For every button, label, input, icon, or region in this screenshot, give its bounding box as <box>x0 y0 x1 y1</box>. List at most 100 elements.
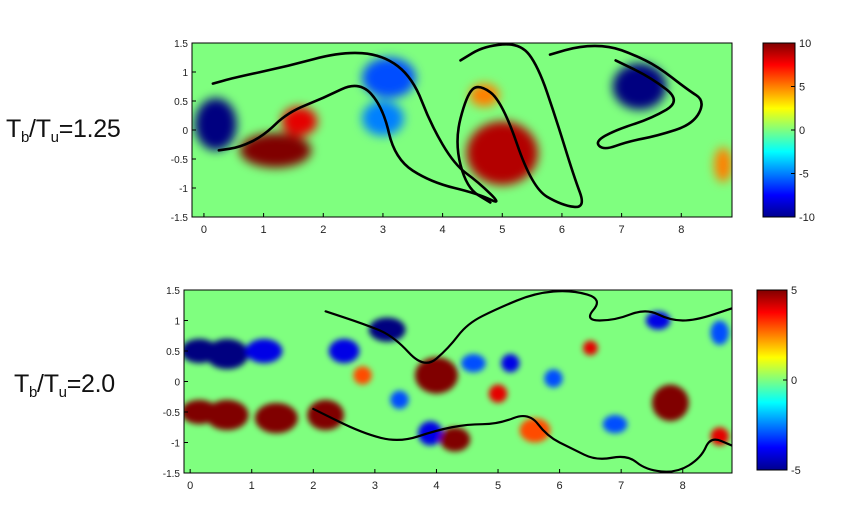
heatmap-blob <box>368 317 406 342</box>
label-2-lhs-sub: b <box>28 384 38 401</box>
x-tick-label: 8 <box>680 480 686 492</box>
label-1-slash: / <box>29 115 36 143</box>
heatmap-blob <box>651 384 689 422</box>
heatmap-blob <box>414 357 458 394</box>
colorbar-tick-label: 5 <box>799 82 805 94</box>
heatmap-blob <box>466 121 539 186</box>
y-tick-label: -1 <box>179 184 188 195</box>
label-2-lhs: T <box>14 370 29 398</box>
y-tick-label: 0 <box>174 378 180 389</box>
colorbar-tick-label: -10 <box>799 212 815 224</box>
y-tick-label: -1.5 <box>163 469 181 480</box>
panel-1: 0 1 2 3 4 5 6 7 8 1.5 1 0.5 0 -0.5 -1 -1.5 10 5 0 -5 -10 <box>171 38 815 236</box>
contour-line <box>456 43 584 209</box>
heatmap-blobs-1 <box>194 57 732 186</box>
x-tick-label: 0 <box>201 224 207 236</box>
heatmap-blob <box>353 366 372 385</box>
colorbar-tick-label: -5 <box>791 465 801 477</box>
x-tick-label: 5 <box>499 224 505 236</box>
heatmap-blob <box>194 98 237 151</box>
colorbar-ticks-1: 10 5 0 -5 -10 <box>791 38 815 224</box>
x-tick-label: 7 <box>618 480 624 492</box>
label-2-eq: =2.0 <box>66 370 115 398</box>
heatmap-blob <box>239 132 312 168</box>
x-tick-label: 8 <box>678 224 684 236</box>
y-tick-label: 1.5 <box>174 39 188 50</box>
y-tick-label: 1 <box>182 68 188 79</box>
x-tick-label: 4 <box>433 480 439 492</box>
contour-lines-1 <box>211 43 703 209</box>
heatmap-blobs-2 <box>184 311 729 452</box>
y-axis-ticks-2: 1.5 1 0.5 0 -0.5 -1 -1.5 <box>163 286 188 480</box>
heatmap-blob <box>519 418 551 443</box>
label-2-slash: / <box>37 370 44 398</box>
contour-line <box>312 407 732 473</box>
x-tick-label: 3 <box>380 224 386 236</box>
heatmap-blob <box>245 338 283 364</box>
x-tick-label: 0 <box>187 480 193 492</box>
x-axis-ticks-1: 0 1 2 3 4 5 6 7 8 <box>201 213 684 236</box>
label-1-rhs: T <box>35 115 51 143</box>
y-tick-label: -0.5 <box>171 155 189 166</box>
heatmap-blob <box>362 101 404 136</box>
heatmap-blob <box>612 63 667 110</box>
heatmap-blob <box>602 415 628 434</box>
panel-2: 0 1 2 3 4 5 6 7 8 1.5 1 0.5 0 -0.5 -1 -1.5 5 0 -5 <box>163 285 801 492</box>
y-tick-label: -1.5 <box>171 213 189 224</box>
heatmap-blob <box>469 83 500 107</box>
label-1-rhs-sub: u <box>50 129 59 146</box>
x-tick-label: 6 <box>559 224 565 236</box>
heatmap-blob <box>254 402 298 434</box>
colorbar-ticks-2: 5 0 -5 <box>783 285 801 477</box>
heatmap-blob <box>281 106 318 136</box>
x-tick-label: 7 <box>619 224 625 236</box>
colorbar-1 <box>762 42 796 218</box>
x-tick-label: 2 <box>320 224 326 236</box>
label-1-lhs-sub: b <box>20 129 30 146</box>
heatmap-blob <box>710 427 729 446</box>
x-tick-label: 1 <box>261 224 267 236</box>
panel-label-2: Tb/Tu=2.0 <box>14 370 115 401</box>
label-1-lhs: T <box>6 115 21 143</box>
y-tick-label: 1 <box>174 317 180 328</box>
heatmap-blob <box>501 354 520 373</box>
label-2-rhs: T <box>43 370 59 398</box>
colorbar-tick-label: 0 <box>799 125 805 137</box>
colorbar-tick-label: 0 <box>791 375 797 387</box>
x-tick-label: 5 <box>495 480 501 492</box>
y-tick-label: 0 <box>182 126 188 137</box>
heatmap-blob <box>488 384 508 403</box>
y-tick-label: 0.5 <box>166 347 180 358</box>
contour-line <box>324 290 732 364</box>
colorbar-tick-label: -5 <box>799 169 809 181</box>
contour-line <box>211 51 498 203</box>
heatmap-blob <box>544 369 563 388</box>
contour-line <box>548 44 703 150</box>
x-tick-label: 3 <box>372 480 378 492</box>
heatmap-blob <box>461 354 486 373</box>
contour-lines-2 <box>312 290 732 473</box>
x-tick-label: 2 <box>310 480 316 492</box>
x-tick-label: 1 <box>249 480 255 492</box>
heatmap-blob <box>439 427 471 452</box>
heatmap-blob <box>205 338 249 370</box>
y-tick-label: -0.5 <box>163 408 181 419</box>
heatmap-blob <box>205 399 249 431</box>
y-tick-label: 1.5 <box>166 286 180 297</box>
x-tick-label: 4 <box>440 224 446 236</box>
colorbar-tick-label: 10 <box>799 38 811 50</box>
heatmap-blob <box>582 340 598 356</box>
y-tick-label: -1 <box>171 439 180 450</box>
label-1-eq: =1.25 <box>58 115 121 143</box>
colorbar-tick-label: 5 <box>791 285 797 297</box>
heatmap-blob <box>362 57 416 99</box>
panel-label-1: Tb/Tu=1.25 <box>6 115 121 146</box>
label-2-rhs-sub: u <box>58 384 67 401</box>
heatmap-blob <box>710 320 729 345</box>
colorbar-2 <box>756 289 788 471</box>
heatmap-blob <box>328 338 360 364</box>
y-axis-ticks-1: 1.5 1 0.5 0 -0.5 -1 -1.5 <box>171 39 196 224</box>
y-tick-label: 0.5 <box>174 97 188 108</box>
heatmap-blob <box>390 390 409 409</box>
